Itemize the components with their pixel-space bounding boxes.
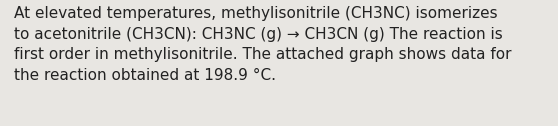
Text: At elevated temperatures, methylisonitrile (CH3NC) isomerizes
to acetonitrile (C: At elevated temperatures, methylisonitri… [14,6,512,83]
